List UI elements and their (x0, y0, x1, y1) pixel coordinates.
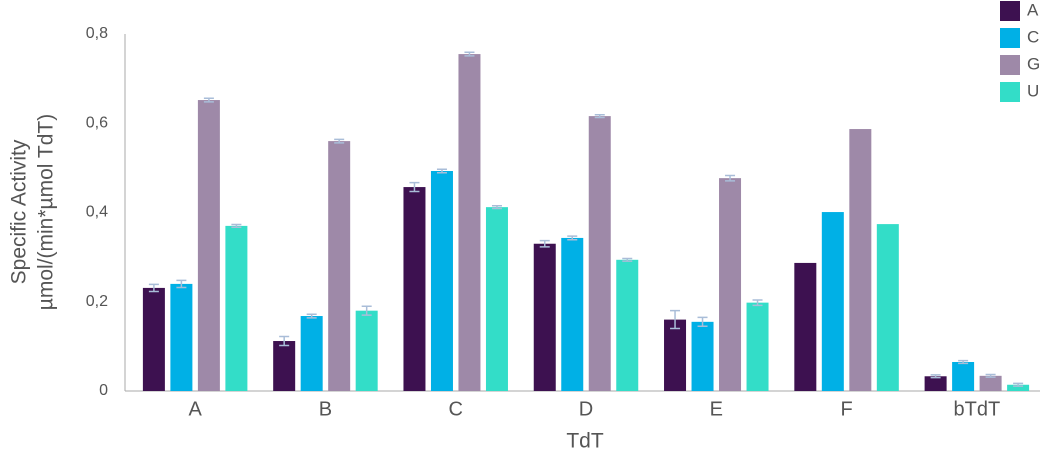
x-tick-label: E (710, 398, 723, 420)
bar (876, 224, 899, 391)
error-bar (752, 299, 763, 307)
error-bar (409, 181, 420, 193)
x-axis-label: TdT (566, 430, 604, 453)
bar (588, 116, 611, 392)
x-tick-label: D (579, 398, 593, 420)
bar (794, 262, 817, 391)
error-bar (203, 97, 214, 103)
legend-swatch (1000, 1, 1020, 21)
bar (691, 321, 714, 391)
error-bar (958, 359, 969, 365)
x-tick-label: A (188, 398, 202, 420)
error-bar (176, 279, 187, 289)
error-bar (930, 374, 941, 379)
error-bar (567, 235, 578, 241)
error-bar (539, 239, 550, 248)
bar (225, 225, 248, 391)
bar (746, 302, 769, 391)
error-bar (670, 309, 681, 330)
bar (1007, 384, 1030, 391)
bar (142, 287, 165, 391)
bar (664, 319, 687, 391)
bar (849, 129, 872, 391)
bar (485, 207, 508, 391)
y-tick-label: 0,4 (86, 204, 108, 221)
bar (719, 178, 742, 391)
x-tick-label: B (319, 398, 332, 420)
y-tick-label: 0 (99, 382, 108, 399)
legend-swatch (1000, 55, 1020, 75)
error-bar (306, 313, 317, 319)
legend-label: C (1027, 27, 1039, 46)
y-tick-label: 0,2 (86, 293, 108, 310)
error-bar (697, 316, 708, 328)
error-bar (1013, 382, 1024, 387)
bar (170, 283, 193, 391)
y-axis-label: Specific Activity (8, 139, 31, 284)
error-bar (361, 305, 372, 316)
error-bar (622, 257, 633, 262)
y-tick-label: 0,6 (86, 114, 108, 131)
y-tick-label: 0,8 (86, 25, 108, 42)
legend-label: U (1027, 81, 1039, 100)
bar (979, 375, 1002, 391)
legend-label: G (1027, 54, 1040, 73)
error-bar (985, 373, 996, 378)
x-tick-label: bTdT (954, 398, 1001, 420)
bar (430, 170, 453, 391)
bar (924, 376, 947, 391)
bar (561, 237, 584, 391)
error-bar (491, 205, 502, 210)
x-tick-label: F (840, 398, 852, 420)
error-bar (334, 138, 345, 144)
error-bar (464, 51, 475, 57)
bar (458, 54, 481, 392)
bar (403, 187, 426, 391)
bar (952, 361, 975, 391)
bar (300, 316, 323, 391)
legend-label: A (1027, 0, 1039, 19)
error-bar (594, 114, 605, 119)
error-bar (148, 283, 159, 293)
legend-swatch (1000, 82, 1020, 102)
y-axis-label: µmol/(min*µmol TdT) (35, 114, 58, 311)
error-bar (725, 174, 736, 182)
bar (273, 341, 296, 391)
error-bar (231, 223, 242, 228)
bar (533, 243, 556, 391)
legend-swatch (1000, 28, 1020, 48)
x-tick-label: C (448, 398, 462, 420)
bar (821, 212, 844, 391)
bar (328, 141, 351, 391)
bar (197, 100, 220, 392)
bar (616, 259, 639, 391)
error-bar (436, 168, 447, 174)
bar (355, 310, 378, 391)
error-bar (279, 335, 290, 347)
